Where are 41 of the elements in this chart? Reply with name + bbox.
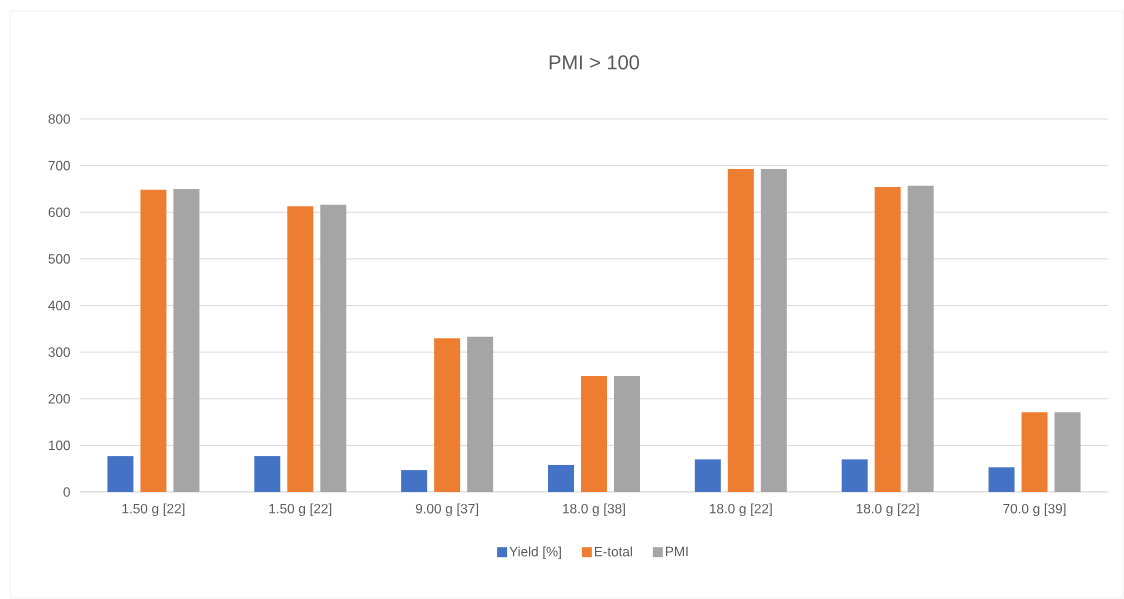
bar xyxy=(907,185,934,492)
bar xyxy=(320,204,347,492)
y-tick-label: 800 xyxy=(48,114,70,124)
chart-title: PMI > 100 xyxy=(549,55,640,70)
bar xyxy=(434,338,461,492)
y-tick-label: 500 xyxy=(48,254,70,264)
bar xyxy=(140,189,167,492)
y-tick-label: 100 xyxy=(48,440,70,451)
legend-label: E-total xyxy=(594,546,632,557)
bar xyxy=(1054,412,1081,492)
x-tick-label: 1.50 g [22] xyxy=(269,503,332,517)
bar xyxy=(694,459,721,492)
bar xyxy=(254,456,281,492)
bar xyxy=(547,464,574,492)
y-tick-label: 400 xyxy=(48,300,70,311)
bar xyxy=(173,188,200,492)
bar xyxy=(1021,412,1048,492)
legend-label: Yield [%] xyxy=(509,546,561,560)
x-tick-label: 18.0 g [22] xyxy=(709,503,772,517)
y-tick-label: 0 xyxy=(63,487,70,497)
y-tick-label: 200 xyxy=(48,393,70,404)
x-tick-label: 18.0 g [38] xyxy=(563,503,625,517)
x-tick-label: 9.00 g [37] xyxy=(415,503,479,517)
y-tick-label: 600 xyxy=(48,207,70,218)
legend-label: PMI xyxy=(665,546,688,557)
bar xyxy=(874,187,901,492)
bar xyxy=(580,375,607,492)
x-tick-label: 18.0 g [22] xyxy=(856,503,919,517)
bar xyxy=(613,375,640,492)
y-tick-label: 300 xyxy=(48,347,70,357)
bar xyxy=(988,467,1015,492)
bar xyxy=(727,168,754,492)
bar xyxy=(841,459,868,492)
y-tick-label: 700 xyxy=(48,160,70,171)
x-tick-label: 1.50 g [22] xyxy=(122,503,185,517)
bar xyxy=(760,168,787,492)
x-tick-label: 70.0 g [39] xyxy=(1003,503,1066,517)
bar xyxy=(107,456,134,492)
bar xyxy=(401,470,428,492)
bar xyxy=(287,206,314,492)
bar xyxy=(467,336,494,492)
